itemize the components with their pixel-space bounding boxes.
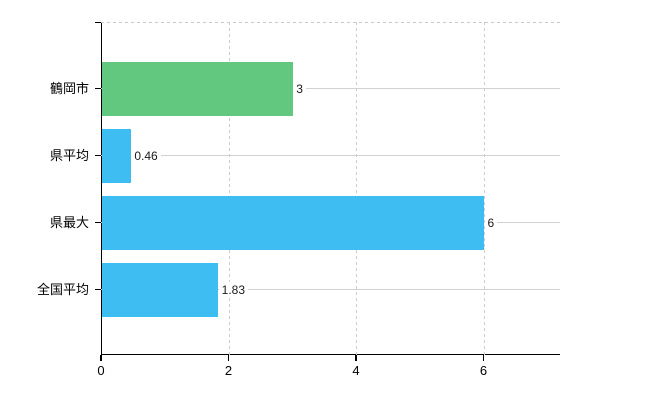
row-gridline bbox=[101, 289, 560, 290]
x-axis-tick bbox=[100, 355, 102, 361]
bar-value-label: 1.83 bbox=[218, 281, 249, 298]
category-axis-tick bbox=[95, 87, 101, 90]
bar-value-label: 0.46 bbox=[131, 147, 161, 164]
x-gridline bbox=[228, 22, 230, 355]
bar bbox=[101, 61, 293, 116]
x-tick-label: 2 bbox=[224, 363, 233, 378]
category-label: 鶴岡市 bbox=[49, 80, 89, 96]
x-tick-label: 6 bbox=[479, 363, 488, 378]
bar bbox=[101, 128, 131, 183]
row-gridline bbox=[101, 88, 560, 89]
bar-value-label: 3 bbox=[293, 80, 306, 97]
x-tick-label: 4 bbox=[352, 363, 360, 378]
bar-value-label: 6 bbox=[484, 214, 498, 231]
category-label: 県平均 bbox=[49, 147, 89, 163]
category-axis-tick bbox=[95, 21, 101, 23]
x-axis-tick bbox=[482, 355, 485, 361]
top-gridline bbox=[101, 22, 560, 23]
x-tick-label: 0 bbox=[97, 363, 105, 378]
category-axis-tick bbox=[95, 154, 101, 157]
bar bbox=[101, 262, 219, 317]
category-axis-tick bbox=[95, 288, 101, 291]
bar bbox=[101, 195, 484, 250]
category-label: 県最大 bbox=[49, 214, 89, 230]
category-label: 全国平均 bbox=[36, 281, 89, 297]
category-axis-tick bbox=[95, 221, 101, 224]
x-axis-tick bbox=[227, 355, 230, 361]
row-gridline bbox=[101, 155, 560, 156]
plot-area bbox=[101, 22, 560, 355]
x-gridline bbox=[356, 22, 357, 355]
x-gridline bbox=[483, 22, 485, 355]
x-axis-tick bbox=[355, 355, 357, 361]
